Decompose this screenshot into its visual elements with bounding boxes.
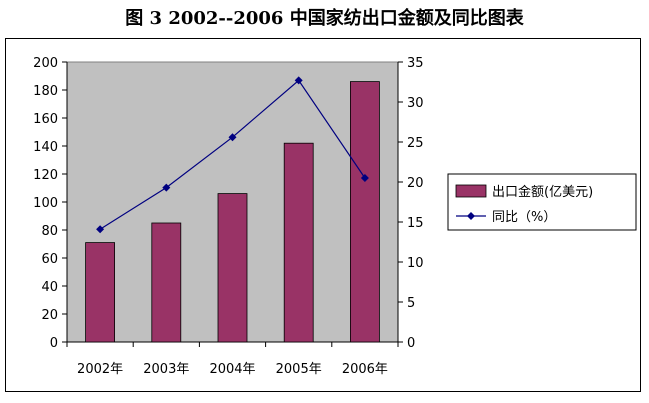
left-axis-tick-label: 60	[41, 252, 58, 267]
right-axis-tick-label: 15	[407, 216, 424, 231]
right-axis-tick-label: 25	[407, 136, 424, 151]
left-axis-tick-label: 160	[33, 112, 58, 127]
left-axis-tick-label: 140	[33, 140, 58, 155]
left-axis-tick-label: 200	[33, 56, 58, 71]
bar-export-value	[85, 242, 115, 343]
x-axis-category-label: 2003年	[143, 362, 189, 377]
right-axis-tick-label: 30	[407, 96, 424, 111]
left-axis-tick-label: 120	[33, 168, 58, 183]
right-axis-tick-label: 20	[407, 176, 424, 191]
bar-export-value	[217, 193, 248, 343]
left-axis-tick-label: 100	[33, 196, 58, 211]
right-axis-tick-label: 10	[407, 256, 424, 271]
left-axis-tick-label: 80	[41, 224, 58, 239]
legend-bar-swatch	[455, 184, 487, 198]
legend-line-label: 同比（%）	[492, 210, 556, 225]
legend-line-marker	[467, 212, 475, 220]
bar-export-value	[349, 81, 380, 343]
x-axis-category-label: 2004年	[209, 362, 255, 377]
yoy-point-marker	[294, 76, 303, 85]
right-axis-tick-label: 5	[407, 296, 415, 311]
left-axis-tick-label: 20	[41, 308, 58, 323]
right-axis-tick-label: 35	[407, 56, 424, 71]
bar-export-value	[283, 142, 314, 343]
left-axis-tick-label: 180	[33, 84, 58, 99]
legend-box	[447, 173, 637, 231]
right-axis-tick-label: 0	[407, 336, 415, 351]
chart-title: 图 3 2002--2006 中国家纺出口金额及同比图表	[125, 8, 524, 29]
yoy-point-marker	[162, 183, 171, 192]
left-axis-tick-label: 40	[41, 280, 58, 295]
x-axis-category-label: 2002年	[77, 362, 123, 377]
yoy-point-marker	[96, 225, 105, 234]
left-axis-tick-label: 0	[50, 336, 58, 351]
yoy-point-marker	[228, 133, 237, 142]
x-axis-category-label: 2006年	[342, 362, 388, 377]
bar-export-value	[151, 222, 182, 343]
legend-bar-label: 出口金额(亿美元)	[492, 184, 593, 200]
yoy-point-marker	[360, 174, 369, 182]
x-axis-category-label: 2005年	[276, 362, 322, 377]
